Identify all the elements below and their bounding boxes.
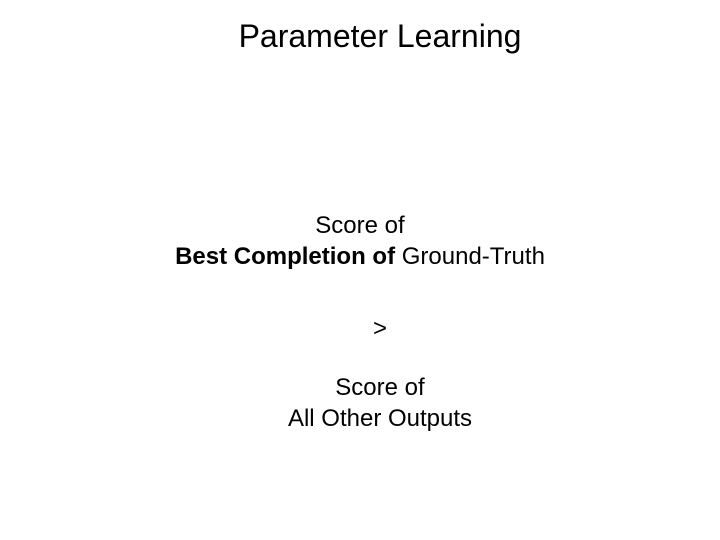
block1-line2-bold: Best Completion of bbox=[175, 243, 395, 270]
block1-line2: Best Completion of Ground-Truth bbox=[0, 241, 720, 272]
slide-title: Parameter Learning bbox=[0, 18, 720, 55]
comparator-symbol: > bbox=[0, 315, 720, 343]
score-ground-truth-block: Score of Best Completion of Ground-Truth bbox=[0, 210, 720, 272]
score-other-block: Score of All Other Outputs bbox=[0, 372, 720, 434]
block2-line2: All Other Outputs bbox=[40, 403, 720, 434]
block1-line2-rest: Ground-Truth bbox=[395, 243, 545, 270]
block1-line1: Score of bbox=[0, 210, 720, 241]
slide-container: Parameter Learning Score of Best Complet… bbox=[0, 0, 720, 540]
block2-line1: Score of bbox=[40, 372, 720, 403]
